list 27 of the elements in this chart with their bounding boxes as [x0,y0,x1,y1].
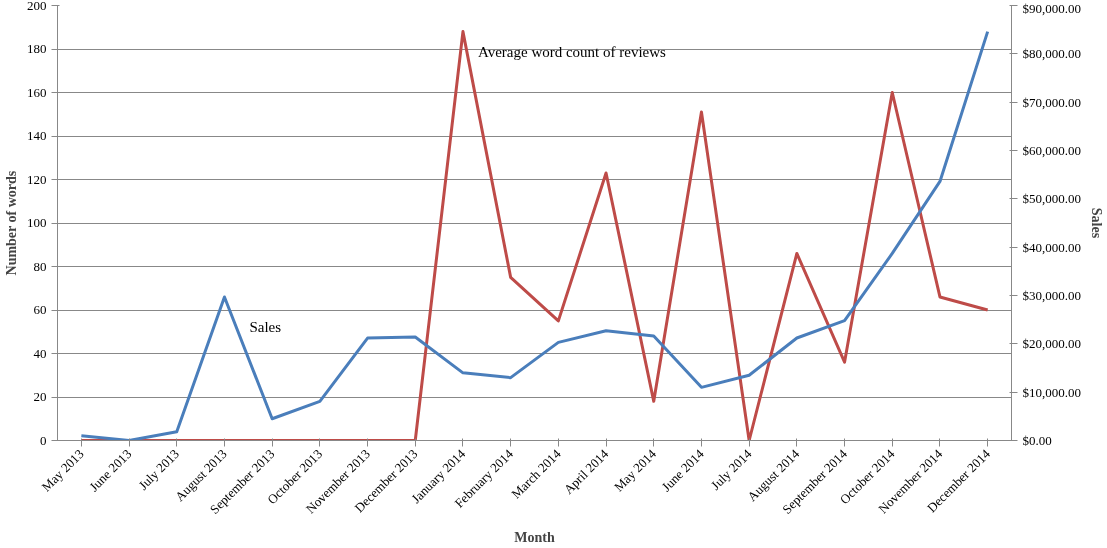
y2-tick-label: $90,000.00 [1022,0,1081,16]
y2-tick-label: $60,000.00 [1022,143,1081,158]
y-axis-title: Number of words [4,170,19,276]
y2-tick-label: $30,000.00 [1022,288,1081,303]
y-tick-label: 160 [27,84,47,100]
y-tick-label: 80 [33,258,47,274]
y2-tick-label: $20,000.00 [1022,336,1081,352]
y-tick-label: 0 [40,432,47,448]
series-label: Average word count of reviews [477,43,667,60]
y-tick-label: 100 [27,215,47,230]
x-axis-title: Month [514,530,555,546]
y-tick-label: 120 [27,171,47,187]
y-tick-label: 140 [27,128,47,143]
y2-tick-label: $10,000.00 [1022,384,1081,400]
y2-tick-label: $0.00 [1022,433,1052,448]
y-tick-label: 200 [27,0,47,13]
y2-tick-label: $50,000.00 [1022,191,1081,207]
y-tick-label: 180 [27,41,47,56]
y-tick-label: 40 [33,345,47,361]
y2-tick-label: $80,000.00 [1022,46,1081,62]
y2-axis-title: Sales [1089,207,1104,239]
y-tick-label: 20 [33,389,47,404]
y-tick-label: 60 [33,302,47,317]
y2-tick-label: $70,000.00 [1022,94,1081,110]
line-series [79,30,990,441]
y2-tick-label: $40,000.00 [1022,239,1081,255]
series-label: Sales [249,318,282,335]
